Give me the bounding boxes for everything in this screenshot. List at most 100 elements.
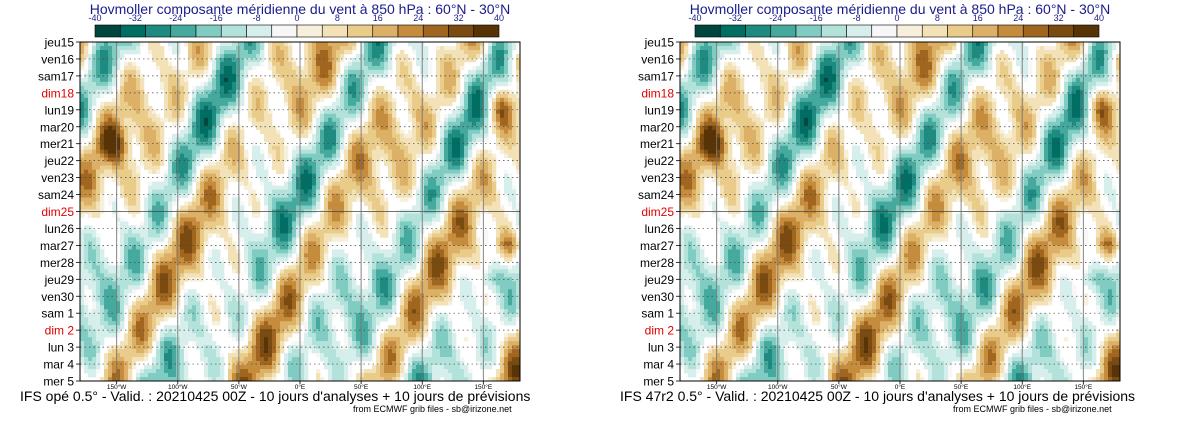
heatmap-cell xyxy=(244,157,249,162)
heatmap-cell xyxy=(84,145,89,150)
heatmap-cell xyxy=(468,105,473,111)
heatmap-cell xyxy=(364,145,369,150)
heatmap-cell xyxy=(264,249,269,254)
heatmap-cell xyxy=(308,149,313,154)
heatmap-cell xyxy=(116,225,121,230)
heatmap-cell xyxy=(236,201,241,206)
heatmap-cell xyxy=(472,49,477,55)
heatmap-cell xyxy=(200,185,205,190)
heatmap-cell xyxy=(512,93,517,99)
heatmap-cell xyxy=(384,161,389,166)
heatmap-cell xyxy=(264,257,269,262)
heatmap-cell xyxy=(408,81,413,87)
heatmap-cell xyxy=(508,189,513,194)
heatmap-cell xyxy=(208,121,213,127)
heatmap-cell xyxy=(248,117,253,123)
heatmap-cell xyxy=(292,261,297,266)
heatmap-cell xyxy=(376,45,381,51)
heatmap-cell xyxy=(84,161,89,166)
heatmap-cell xyxy=(232,121,237,127)
heatmap-cell xyxy=(124,113,129,119)
heatmap-cell xyxy=(468,257,473,262)
heatmap-cell xyxy=(388,65,393,71)
heatmap-cell xyxy=(188,249,193,254)
heatmap-cell xyxy=(436,205,441,210)
heatmap-cell xyxy=(472,193,477,198)
heatmap-cell xyxy=(152,189,157,194)
heatmap-cell xyxy=(264,241,269,246)
heatmap-cell xyxy=(292,185,297,190)
heatmap-cell xyxy=(280,217,285,222)
heatmap-cell xyxy=(80,245,85,250)
heatmap-cell xyxy=(436,201,441,206)
heatmap-cell xyxy=(244,69,249,75)
heatmap-cell xyxy=(248,89,253,95)
heatmap-cell xyxy=(112,137,117,143)
heatmap-cell xyxy=(328,109,333,115)
heatmap-cell xyxy=(344,89,349,95)
heatmap-cell xyxy=(292,153,297,158)
heatmap-cell xyxy=(464,261,469,266)
heatmap-cell xyxy=(204,61,209,67)
heatmap-cell xyxy=(164,105,169,111)
heatmap-cell xyxy=(216,129,221,135)
heatmap-cell xyxy=(404,153,409,158)
heatmap-cell xyxy=(468,233,473,238)
heatmap-cell xyxy=(376,229,381,234)
heatmap-cell xyxy=(300,165,305,170)
heatmap-cell xyxy=(504,149,509,154)
heatmap-cell xyxy=(488,201,493,206)
heatmap-cell xyxy=(148,237,153,242)
heatmap-cell xyxy=(352,197,357,202)
heatmap-cell xyxy=(88,237,93,242)
heatmap-cell xyxy=(164,61,169,67)
heatmap-cell xyxy=(324,89,329,95)
heatmap-cell xyxy=(452,69,457,75)
heatmap-cell xyxy=(80,65,85,71)
heatmap-cell xyxy=(84,233,89,238)
heatmap-cell xyxy=(108,201,113,206)
heatmap-cell xyxy=(396,233,401,238)
heatmap-cell xyxy=(116,261,121,266)
heatmap-cell xyxy=(196,109,201,115)
heatmap-cell xyxy=(368,61,373,67)
heatmap-cell xyxy=(152,141,157,146)
heatmap-cell xyxy=(324,49,329,55)
heatmap-cell xyxy=(256,89,261,95)
heatmap-cell xyxy=(192,245,197,250)
heatmap-cell xyxy=(372,149,377,154)
heatmap-cell xyxy=(96,265,101,270)
heatmap-cell xyxy=(364,177,369,182)
heatmap-cell xyxy=(380,65,385,71)
heatmap-cell xyxy=(116,93,121,99)
heatmap-cell xyxy=(408,89,413,95)
heatmap-cell xyxy=(440,89,445,95)
heatmap-cell xyxy=(408,185,413,190)
heatmap-cell xyxy=(308,241,313,246)
heatmap-cell xyxy=(300,73,305,79)
heatmap-cell xyxy=(100,113,105,119)
heatmap-cell xyxy=(84,157,89,162)
heatmap-cell xyxy=(396,129,401,135)
heatmap-cell xyxy=(184,261,189,266)
heatmap-cell xyxy=(380,49,385,55)
heatmap-cell xyxy=(472,125,477,131)
heatmap-cell xyxy=(320,261,325,266)
heatmap-cell xyxy=(508,229,513,234)
heatmap-cell xyxy=(172,177,177,182)
heatmap-cell xyxy=(504,233,509,238)
heatmap-cell xyxy=(128,201,133,206)
heatmap-cell xyxy=(100,201,105,206)
heatmap-cell xyxy=(480,197,485,202)
heatmap-cell xyxy=(360,225,365,230)
heatmap-cell xyxy=(160,85,165,91)
heatmap-cell xyxy=(332,89,337,95)
heatmap-cell xyxy=(128,109,133,115)
heatmap-cell xyxy=(344,257,349,262)
heatmap-cell xyxy=(292,57,297,63)
heatmap-cell xyxy=(200,181,205,186)
heatmap-cell xyxy=(456,161,461,166)
heatmap-cell xyxy=(376,97,381,103)
heatmap-cell xyxy=(100,197,105,202)
heatmap-cell xyxy=(120,85,125,91)
